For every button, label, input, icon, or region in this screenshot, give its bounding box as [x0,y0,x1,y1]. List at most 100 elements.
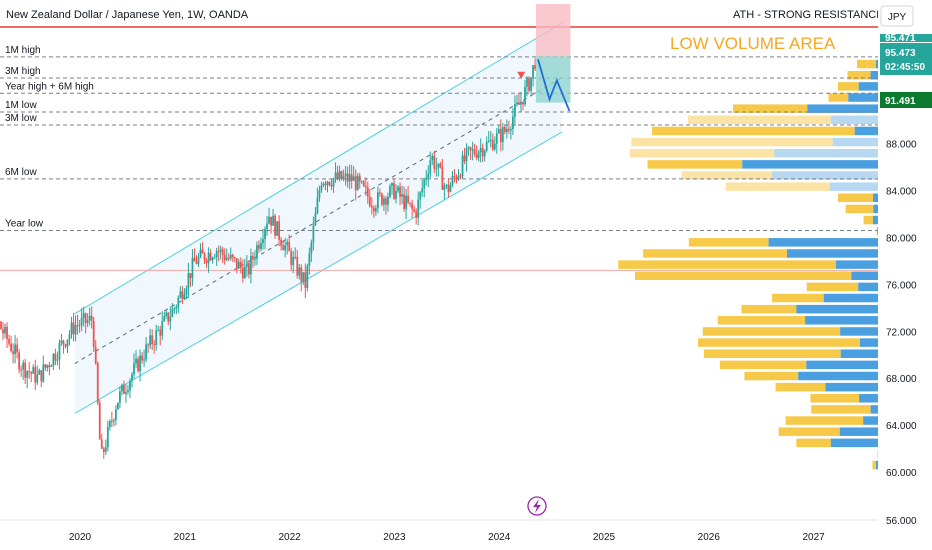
candle-body [296,256,299,276]
candle-body [155,330,158,345]
candle-body [100,439,103,449]
volume-profile-bar [717,316,806,325]
candle-body [219,249,222,252]
candle-body [54,353,57,361]
volume-profile-bar [840,349,878,358]
projection-zone-top [535,4,571,57]
candle-body [314,213,317,226]
candle-body [425,177,428,180]
volume-profile-bar [796,304,878,314]
candle-body [518,102,520,105]
candle-body [352,176,355,181]
volume-profile-bar [618,260,836,269]
candle-body [485,141,488,151]
volume-profile-bar [823,293,878,303]
low-volume-annotation: LOW VOLUME AREA [670,34,836,53]
candle-body [157,329,160,331]
candle-body [431,155,434,161]
candle-body [344,173,347,177]
volume-profile-bar [859,394,878,403]
candle-body [221,249,224,255]
candle-body [320,185,323,191]
volume-profile-bar [768,238,878,247]
candle-body [358,175,361,182]
volume-profile-bar [863,416,878,425]
candle-body [183,294,186,300]
candle-body [407,195,410,203]
candle-body [282,245,285,251]
candle-body [509,128,512,131]
candle-body [316,197,319,214]
candle-body [108,421,111,428]
volume-profile-bar [876,460,878,470]
candle-body [270,216,272,226]
candle-body [310,242,313,254]
volume-profile-bar [857,59,876,69]
time-tick-label: 2024 [488,532,511,543]
currency-button[interactable] [880,5,914,27]
volume-profile [618,59,878,470]
candle-body [346,173,349,182]
candle-body [378,192,381,194]
lightning-icon[interactable] [527,496,547,516]
volume-profile-bar [733,104,808,113]
candle-body [121,384,123,392]
candle-body [245,263,248,267]
candle-body [272,215,274,226]
candle-body [447,184,450,192]
candle-body [332,178,335,187]
candle-body [435,167,438,169]
candle-body [467,147,470,149]
candle-body [243,266,246,279]
candle-body [419,192,422,200]
volume-profile-bar [741,304,797,314]
time-tick-label: 2020 [69,532,92,543]
candle-body [20,369,23,371]
candle-body [298,267,301,276]
candle-body [72,322,75,335]
price-tag-current [880,43,932,75]
candle-body [4,326,6,334]
candle-body [457,175,460,180]
candle-body [290,251,293,266]
price-tag-cut-text: 95.471 [885,33,916,44]
candle-body [336,172,339,179]
candle-body [44,364,47,368]
volume-profile-bar [860,338,878,347]
regression-channel-fill [74,22,563,414]
volume-profile-bar [811,405,871,414]
candle-body [90,315,93,321]
candle-body [503,127,506,132]
price-tick-label: 84.000 [886,187,917,198]
volume-profile-bar [876,226,878,236]
candle-body [348,174,351,182]
candle-body [294,256,297,258]
time-tick-label: 2021 [174,532,197,543]
price-axis[interactable] [878,0,932,550]
candle-body [187,273,190,289]
candle-body [165,312,168,317]
price-tick-label: 72.000 [886,327,917,338]
candle-body [340,171,343,180]
candle-body [32,367,35,374]
time-tick-label: 2025 [593,532,616,543]
candle-body [280,239,283,246]
volume-profile-bar [870,405,878,414]
chart-title: New Zealand Dollar / Japanese Yen, 1W, O… [6,9,249,21]
volume-profile-bar [872,460,877,470]
candle-body [137,358,139,372]
candle-body [304,272,307,288]
level-label: Year low [5,218,44,229]
candle-body [276,221,279,236]
volume-profile-bar [838,82,859,91]
channel-lower-line [74,131,563,414]
volume-profile-bar [873,204,878,214]
volume-profile-bar [845,204,874,214]
candle-body [133,363,135,375]
candle-body [30,372,33,374]
level-label: 6M low [5,167,37,178]
candle-body [68,334,71,340]
candle-body [28,371,31,373]
candle-body [421,188,424,193]
